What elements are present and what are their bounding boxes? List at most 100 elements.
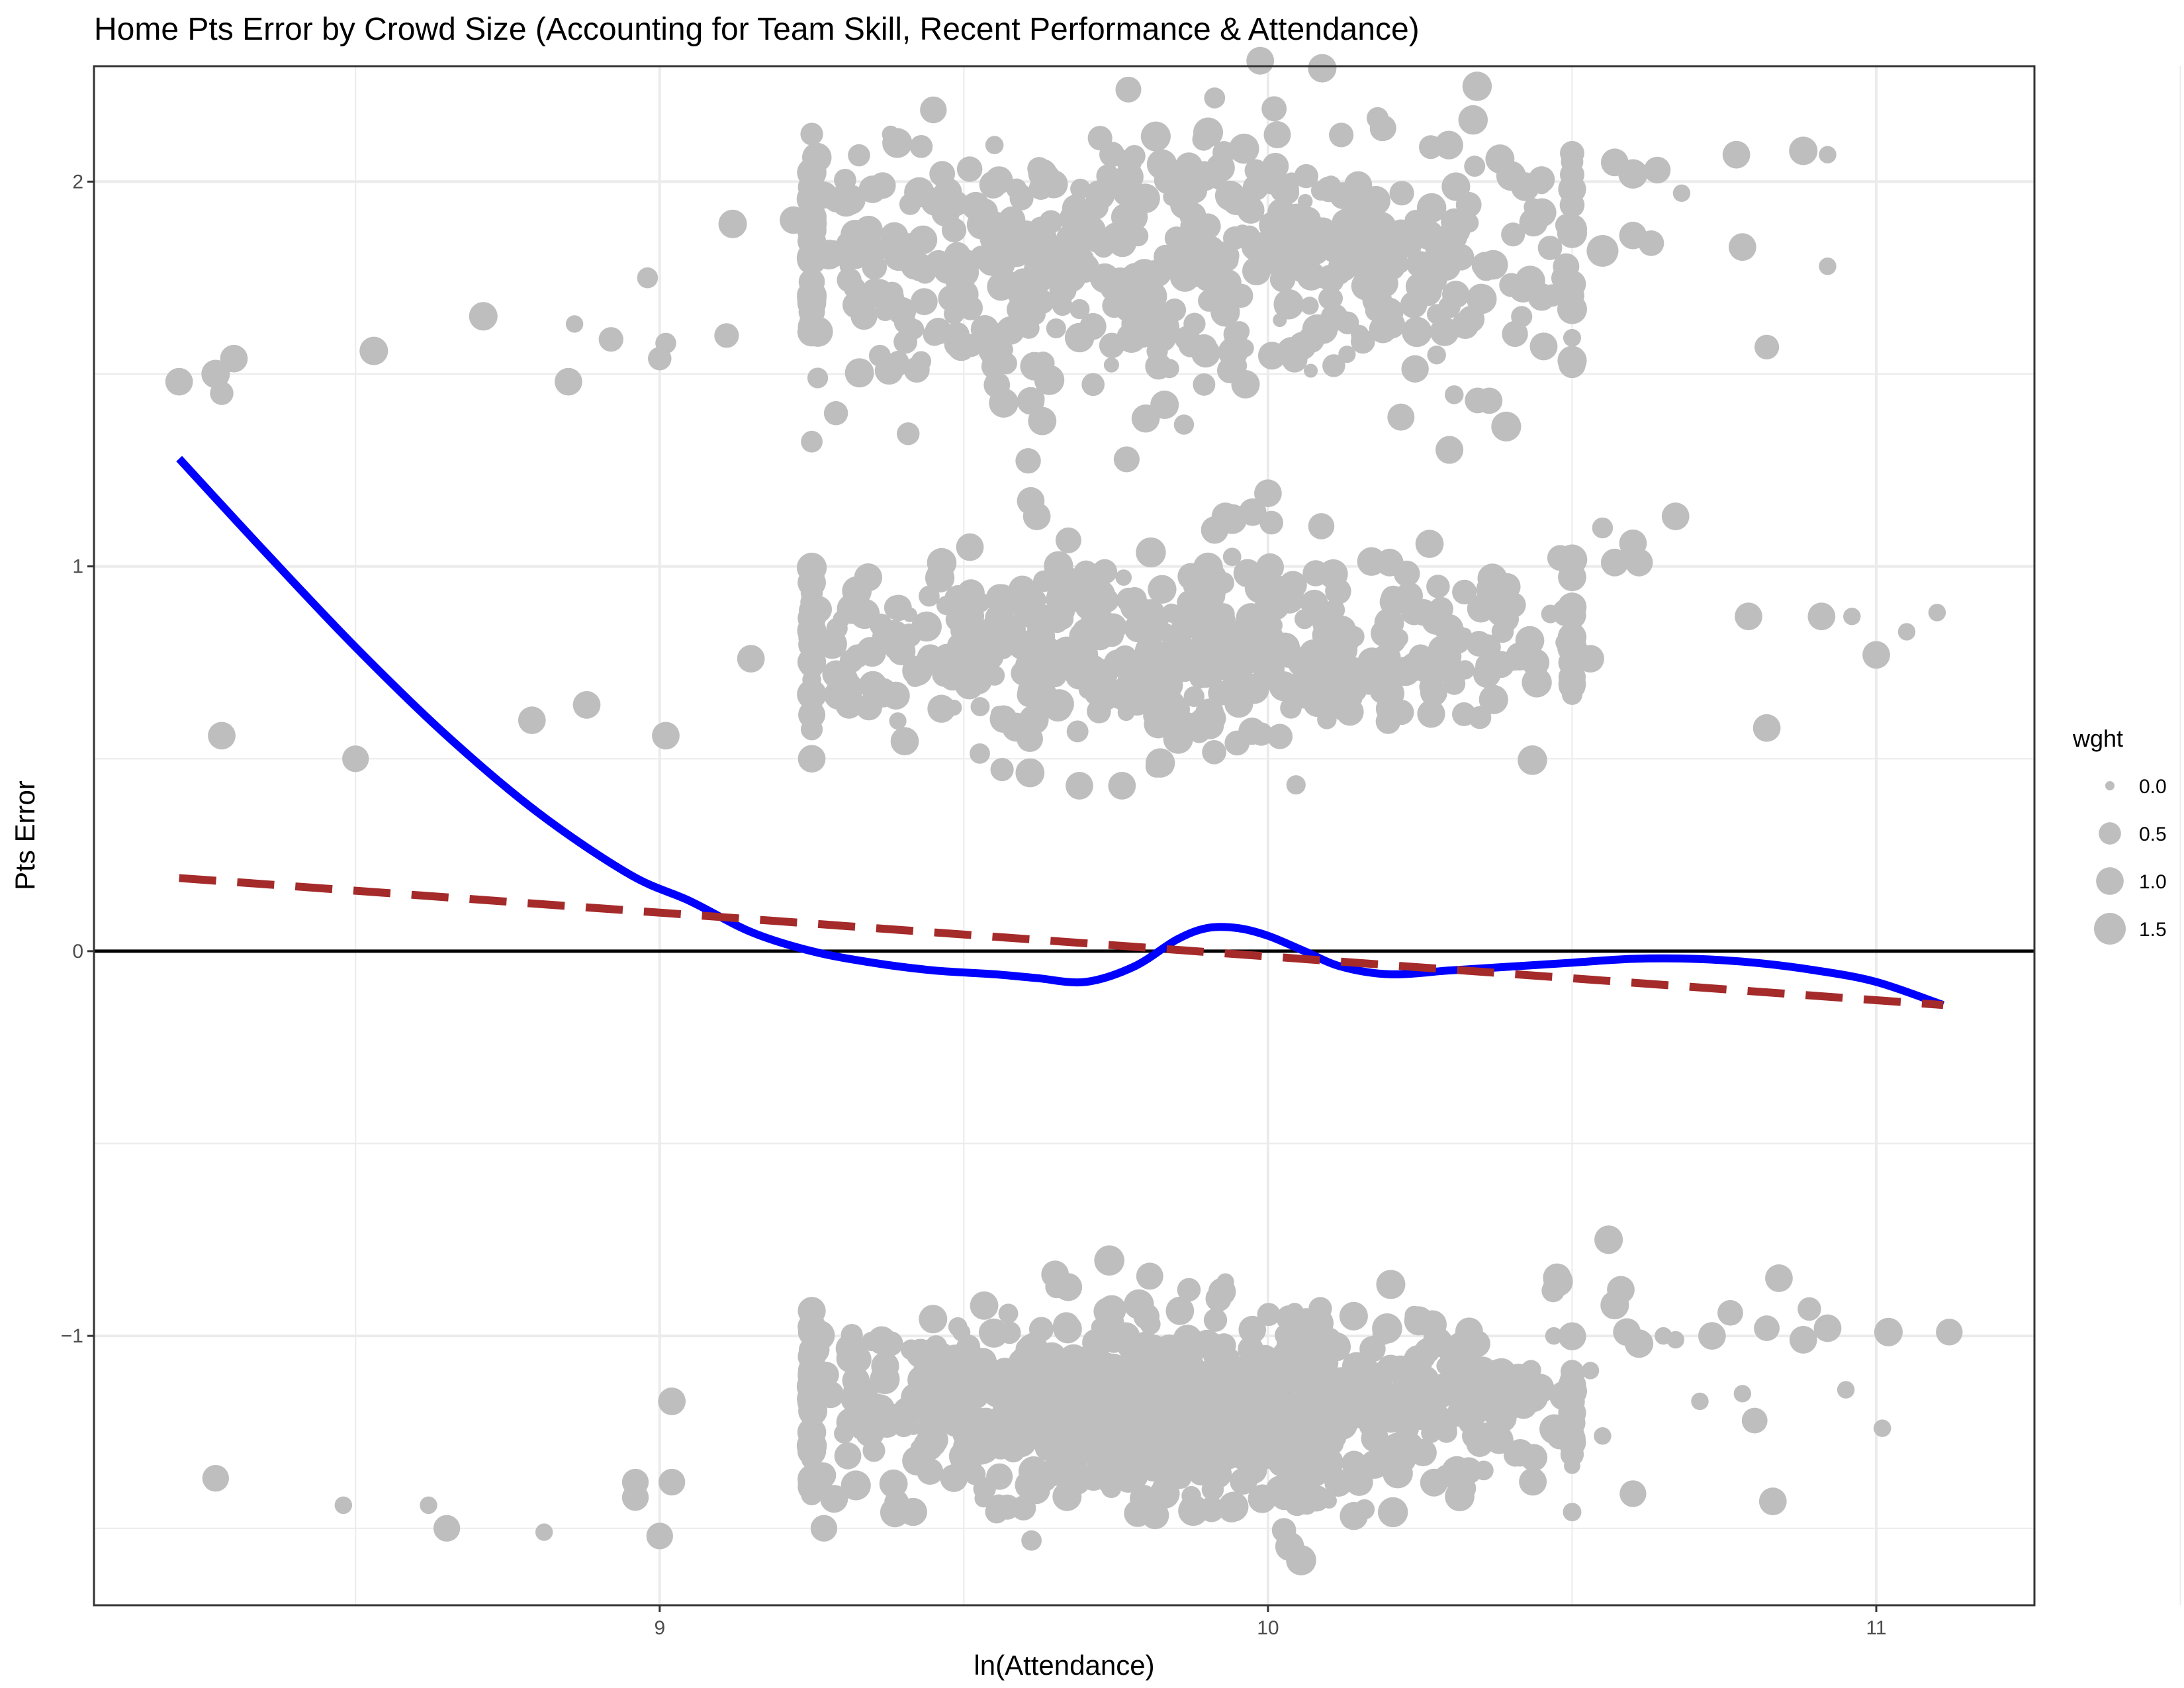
data-point: [1320, 303, 1349, 332]
data-point: [970, 1291, 999, 1320]
data-point: [1443, 672, 1466, 695]
data-point: [842, 1366, 870, 1395]
data-point: [1458, 105, 1488, 135]
data-point: [797, 158, 827, 187]
data-point: [1295, 1443, 1324, 1473]
data-point: [1558, 175, 1586, 203]
data-point: [1369, 656, 1396, 683]
data-point: [862, 1439, 886, 1462]
data-point: [1563, 550, 1581, 568]
data-point: [1116, 669, 1142, 695]
data-point: [1504, 651, 1524, 671]
data-point: [1148, 575, 1177, 604]
data-point: [998, 1303, 1019, 1324]
data-point: [1837, 1381, 1855, 1399]
data-point: [1552, 598, 1580, 627]
data-point: [904, 177, 934, 208]
data-point: [871, 1361, 898, 1388]
data-point: [1015, 447, 1041, 474]
data-point: [1297, 218, 1312, 234]
data-point: [983, 1380, 1011, 1408]
data-point: [1252, 653, 1282, 684]
data-point: [1522, 649, 1550, 677]
data-point: [1322, 1432, 1344, 1455]
data-point: [990, 757, 1014, 782]
data-point: [1271, 1518, 1297, 1542]
data-point: [1237, 1419, 1263, 1444]
data-point: [1618, 159, 1648, 189]
data-point: [1379, 627, 1406, 653]
data-point: [1161, 712, 1191, 742]
data-point: [1376, 1270, 1406, 1299]
data-point: [1108, 772, 1136, 800]
data-point: [933, 643, 961, 671]
data-point: [1081, 373, 1105, 397]
data-point: [1607, 1276, 1635, 1304]
data-point: [985, 136, 1004, 154]
data-point: [1280, 697, 1302, 719]
data-point: [1527, 283, 1556, 311]
data-point: [1231, 369, 1260, 399]
data-point: [945, 607, 970, 632]
data-point: [1263, 121, 1291, 149]
data-point: [1401, 355, 1429, 383]
x-axis-title: ln(Attendance): [974, 1650, 1154, 1681]
data-point: [796, 184, 827, 214]
data-point: [905, 668, 925, 687]
data-point: [1435, 1418, 1457, 1440]
data-point: [1140, 121, 1171, 152]
data-point: [797, 1356, 826, 1385]
data-point: [1262, 152, 1289, 180]
data-point: [956, 156, 983, 182]
data-point: [944, 1370, 971, 1397]
data-point: [1286, 775, 1306, 795]
data-point: [1028, 216, 1055, 244]
data-point: [843, 277, 866, 299]
data-point: [1561, 301, 1583, 322]
data-point: [834, 1442, 862, 1470]
data-point: [1522, 667, 1552, 698]
data-point: [1262, 217, 1289, 244]
data-point: [1874, 1419, 1891, 1437]
data-point: [1225, 675, 1249, 699]
data-point: [798, 268, 825, 295]
data-point: [342, 745, 369, 773]
data-point: [878, 1331, 903, 1356]
data-point: [1329, 616, 1356, 643]
y-axis-title: Pts Error: [9, 780, 40, 890]
data-point: [780, 206, 807, 234]
x-axis-ticks: 9 10 11: [654, 1605, 1887, 1639]
data-point: [1049, 1448, 1077, 1476]
data-point: [954, 1454, 982, 1481]
data-point: [1379, 1390, 1402, 1412]
data-point: [1203, 1344, 1228, 1369]
data-point: [914, 261, 936, 284]
data-point: [433, 1515, 461, 1542]
data-point: [989, 388, 1019, 418]
data-point: [1046, 318, 1066, 339]
data-point: [1211, 502, 1240, 530]
data-point: [658, 1468, 686, 1496]
data-point: [1722, 140, 1751, 169]
data-point: [1558, 1399, 1586, 1427]
data-point: [798, 624, 825, 651]
data-point: [1139, 639, 1167, 666]
data-point: [1163, 628, 1193, 658]
data-point: [842, 576, 872, 606]
data-point: [822, 660, 850, 688]
data-point: [1209, 607, 1236, 633]
data-point: [1103, 271, 1126, 295]
minor-gridlines: [94, 66, 2181, 1605]
data-point: [1099, 142, 1125, 167]
data-point: [1017, 387, 1045, 415]
data-point: [1435, 436, 1464, 464]
data-point: [981, 353, 1007, 379]
data-point: [1672, 184, 1691, 203]
data-point: [1222, 187, 1250, 215]
data-point: [658, 1387, 686, 1415]
data-point: [1466, 631, 1492, 657]
data-point: [1154, 1366, 1181, 1393]
data-point: [1192, 128, 1215, 151]
data-point: [1420, 1468, 1448, 1497]
